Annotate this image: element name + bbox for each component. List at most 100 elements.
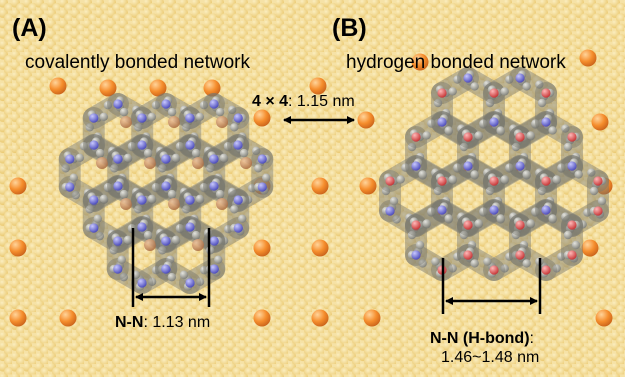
terminal-atom bbox=[515, 73, 525, 83]
adatom bbox=[579, 49, 597, 67]
terminal-atom bbox=[161, 236, 171, 246]
copper-center bbox=[192, 239, 204, 251]
hbond-nn-value: 1.46~1.48 nm bbox=[441, 349, 540, 366]
carbon-atom bbox=[251, 146, 261, 156]
terminal-atom bbox=[385, 206, 395, 216]
terminal-atom bbox=[185, 278, 195, 288]
molecule-halo bbox=[130, 93, 177, 129]
molecule-arm bbox=[560, 214, 583, 266]
carbon-atom bbox=[479, 207, 488, 216]
carbon-atom bbox=[123, 235, 133, 244]
terminal-atom bbox=[137, 222, 147, 232]
carbon-atom bbox=[199, 101, 209, 110]
terminal-atom bbox=[209, 264, 219, 274]
terminal-atom bbox=[209, 236, 219, 246]
terminal-atom bbox=[515, 161, 525, 171]
carbon-atom bbox=[467, 240, 477, 250]
terminal-atom bbox=[411, 250, 421, 260]
carbon-atom bbox=[453, 252, 462, 261]
carbon-atom bbox=[552, 175, 561, 184]
terminal-atom bbox=[233, 140, 243, 150]
lattice-measurement-value: : 1.15 nm bbox=[288, 93, 355, 110]
carbon-atom bbox=[537, 98, 547, 108]
carbon-atom bbox=[392, 215, 401, 224]
terminal-atom bbox=[257, 182, 267, 192]
copper-center bbox=[120, 116, 132, 128]
molecule-halo bbox=[483, 67, 531, 104]
carbon-atom bbox=[531, 207, 540, 216]
molecule-halo bbox=[405, 111, 453, 148]
hbond-network-model bbox=[379, 67, 609, 281]
terminal-atom bbox=[411, 132, 421, 142]
terminal-atom bbox=[567, 250, 577, 260]
molecule-halo bbox=[405, 199, 453, 236]
carbon-atom bbox=[262, 173, 271, 182]
copper-center bbox=[168, 116, 180, 128]
carbon-atom bbox=[557, 252, 566, 261]
terminal-atom bbox=[233, 223, 243, 233]
carbon-atom bbox=[195, 277, 205, 286]
carbon-atom bbox=[552, 264, 561, 273]
molecule-arm bbox=[535, 155, 583, 192]
carbon-atom bbox=[85, 123, 94, 132]
covalent-network-model bbox=[58, 93, 274, 294]
terminal-atom bbox=[161, 154, 171, 164]
copper-center bbox=[120, 198, 132, 210]
adatom bbox=[311, 239, 329, 257]
terminal-atom bbox=[541, 88, 551, 98]
terminal-atom bbox=[185, 113, 195, 123]
carbon-atom bbox=[448, 175, 457, 184]
carbon-atom bbox=[563, 230, 573, 240]
terminal-atom bbox=[463, 73, 473, 83]
terminal-atom bbox=[385, 176, 395, 186]
carbon-atom bbox=[574, 170, 583, 179]
terminal-atom bbox=[113, 181, 123, 191]
carbon-atom bbox=[470, 259, 479, 268]
carbon-atom bbox=[561, 124, 570, 133]
molecule-arm bbox=[154, 258, 201, 294]
molecule-halo bbox=[405, 244, 453, 281]
carbon-atom bbox=[433, 186, 443, 196]
adatom bbox=[581, 239, 599, 257]
terminal-atom bbox=[437, 88, 447, 98]
adatom bbox=[595, 309, 613, 327]
carbon-atom bbox=[511, 230, 521, 240]
carbon-atom bbox=[191, 148, 201, 158]
carbon-atom bbox=[61, 164, 70, 173]
carbon-atom bbox=[485, 98, 495, 108]
carbon-atom bbox=[587, 168, 596, 177]
terminal-atom bbox=[257, 154, 267, 164]
carbon-atom bbox=[474, 219, 483, 228]
terminal-atom bbox=[113, 236, 123, 246]
carbon-atom bbox=[415, 240, 425, 250]
carbon-atom bbox=[147, 194, 157, 203]
copper-center bbox=[144, 239, 156, 251]
carbon-atom bbox=[448, 264, 457, 273]
adatom bbox=[253, 239, 271, 257]
terminal-atom bbox=[463, 220, 473, 230]
copper-center bbox=[240, 157, 252, 169]
carbon-atom bbox=[500, 87, 509, 96]
carbon-atom bbox=[69, 173, 78, 182]
carbon-atom bbox=[433, 98, 443, 108]
carbon-atom bbox=[557, 163, 566, 172]
carbon-atom bbox=[214, 255, 223, 264]
molecule-halo bbox=[106, 134, 153, 170]
adatom bbox=[99, 79, 117, 97]
molecule-halo bbox=[106, 258, 153, 294]
carbon-atom bbox=[470, 170, 479, 179]
copper-center bbox=[168, 198, 180, 210]
adatom bbox=[309, 77, 327, 95]
adatom bbox=[363, 309, 381, 327]
molecule-halo bbox=[82, 93, 129, 129]
molecule-halo bbox=[535, 199, 583, 236]
molecule-arm bbox=[509, 244, 557, 281]
carbon-atom bbox=[537, 186, 547, 196]
carbon-atom bbox=[182, 123, 191, 132]
carbon-atom bbox=[93, 214, 102, 223]
carbon-atom bbox=[95, 231, 105, 241]
terminal-atom bbox=[209, 99, 219, 109]
carbon-atom bbox=[427, 207, 436, 216]
panel-a-title: covalently bonded network bbox=[25, 52, 250, 73]
